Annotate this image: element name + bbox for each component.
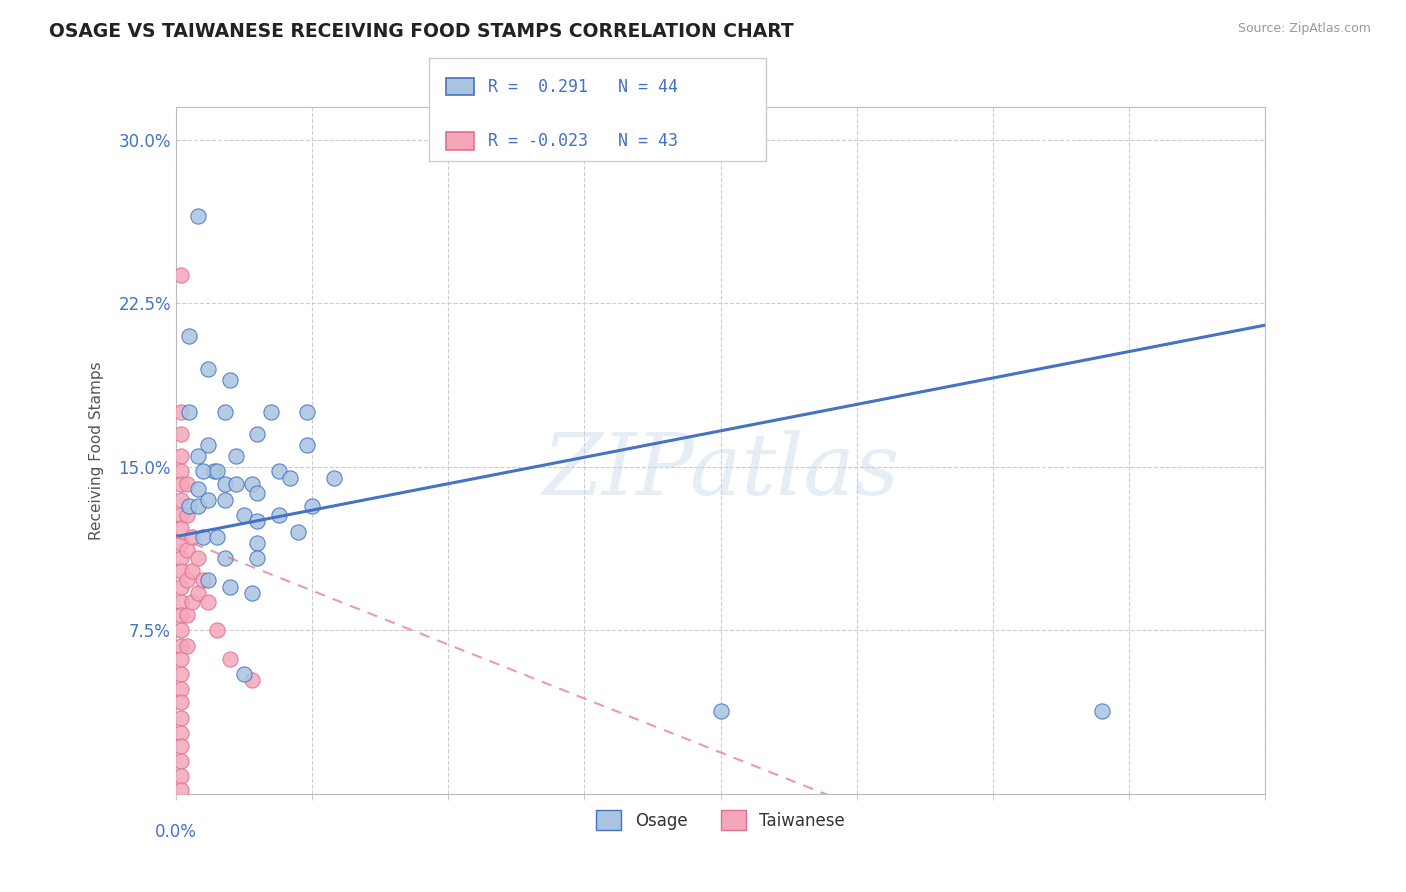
Point (710, 704, 733, 718)
Y-axis label: Receiving Food Stamps: Receiving Food Stamps (90, 361, 104, 540)
Point (197, 438, 219, 452)
Text: Source: ZipAtlas.com: Source: ZipAtlas.com (1237, 22, 1371, 36)
Point (170, 726, 193, 740)
Point (246, 551, 269, 566)
Point (170, 651, 193, 665)
Text: 0.0%: 0.0% (155, 822, 197, 841)
Point (1091, 704, 1114, 718)
Point (278, 471, 301, 485)
Text: R =  0.291   N = 44: R = 0.291 N = 44 (488, 78, 678, 95)
Point (170, 769, 193, 783)
Point (170, 508, 193, 522)
Point (197, 361, 219, 376)
Point (225, 477, 247, 491)
Point (170, 639, 193, 653)
Point (197, 573, 219, 587)
Point (170, 405, 193, 419)
Text: ZIPatlas: ZIPatlas (541, 430, 900, 512)
Point (170, 464, 193, 478)
Point (186, 449, 209, 463)
Point (170, 782, 193, 797)
Point (197, 595, 219, 609)
Point (181, 595, 204, 609)
Point (179, 405, 201, 419)
Point (170, 477, 193, 491)
Point (170, 667, 193, 681)
Point (181, 565, 204, 579)
Point (170, 521, 193, 535)
Point (197, 492, 219, 507)
Legend: Osage, Taiwanese: Osage, Taiwanese (589, 804, 852, 837)
Point (186, 482, 209, 496)
Point (176, 639, 198, 653)
Text: OSAGE VS TAIWANESE RECEIVING FOOD STAMPS CORRELATION CHART: OSAGE VS TAIWANESE RECEIVING FOOD STAMPS… (49, 22, 794, 41)
Point (295, 405, 318, 419)
Point (170, 427, 193, 442)
Point (181, 530, 204, 544)
Point (295, 438, 318, 452)
Point (191, 530, 214, 544)
Point (322, 471, 344, 485)
Point (219, 373, 242, 387)
Point (246, 536, 269, 550)
Point (176, 477, 198, 491)
Point (191, 464, 214, 478)
Point (214, 492, 236, 507)
Point (170, 754, 193, 768)
Point (170, 739, 193, 753)
Point (170, 580, 193, 594)
Point (240, 586, 263, 600)
Point (170, 695, 193, 709)
Point (240, 673, 263, 688)
Point (176, 508, 198, 522)
Point (191, 573, 214, 587)
Point (219, 651, 242, 665)
Point (170, 682, 193, 697)
Point (176, 608, 198, 623)
Point (214, 477, 236, 491)
Point (240, 477, 263, 491)
Point (246, 514, 269, 528)
Point (170, 565, 193, 579)
Point (176, 573, 198, 587)
Point (170, 608, 193, 623)
Point (214, 405, 236, 419)
Point (205, 464, 228, 478)
Point (170, 551, 193, 566)
Point (287, 525, 309, 540)
Point (205, 530, 228, 544)
Point (170, 492, 193, 507)
Point (170, 536, 193, 550)
Point (260, 405, 283, 419)
Point (170, 268, 193, 282)
Point (186, 209, 209, 223)
Point (179, 329, 201, 343)
Point (219, 580, 242, 594)
Point (186, 586, 209, 600)
Point (232, 667, 254, 681)
Point (170, 710, 193, 724)
Point (269, 508, 291, 522)
Point (170, 595, 193, 609)
Point (205, 624, 228, 638)
Point (301, 499, 323, 513)
Text: R = -0.023   N = 43: R = -0.023 N = 43 (488, 132, 678, 150)
Point (186, 551, 209, 566)
Point (186, 499, 209, 513)
Point (214, 551, 236, 566)
Point (170, 449, 193, 463)
Point (232, 508, 254, 522)
Point (202, 464, 225, 478)
Point (269, 464, 291, 478)
Point (246, 427, 269, 442)
Point (246, 486, 269, 500)
Point (176, 542, 198, 557)
Point (225, 449, 247, 463)
Point (170, 624, 193, 638)
Point (179, 499, 201, 513)
